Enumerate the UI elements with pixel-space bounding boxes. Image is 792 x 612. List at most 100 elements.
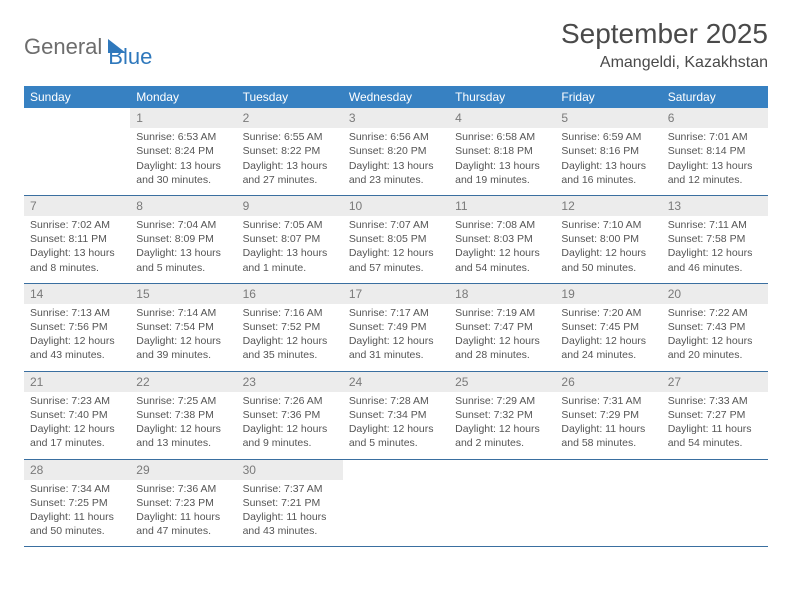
daylight-text: Daylight: 12 hours and 54 minutes. [455,246,549,274]
sunset-text: Sunset: 7:40 PM [30,408,124,422]
day-number: 15 [130,284,236,304]
sunrise-text: Sunrise: 7:25 AM [136,394,230,408]
day-cell: 26Sunrise: 7:31 AMSunset: 7:29 PMDayligh… [555,371,661,459]
daylight-text: Daylight: 12 hours and 2 minutes. [455,422,549,450]
day-cell: 3Sunrise: 6:56 AMSunset: 8:20 PMDaylight… [343,108,449,195]
sunset-text: Sunset: 8:16 PM [561,144,655,158]
sunset-text: Sunset: 7:45 PM [561,320,655,334]
day-number: 9 [237,196,343,216]
sunrise-text: Sunrise: 7:28 AM [349,394,443,408]
brand-part2: Blue [108,44,152,70]
day-cell: 9Sunrise: 7:05 AMSunset: 8:07 PMDaylight… [237,195,343,283]
brand-part1: General [24,34,102,60]
day-cell: 2 Sunrise: 6:55 AMSunset: 8:22 PMDaylight… [237,108,343,195]
sunrise-text: Sunrise: 7:26 AM [243,394,337,408]
daylight-text: Daylight: 12 hours and 43 minutes. [30,334,124,362]
daylight-text: Daylight: 12 hours and 24 minutes. [561,334,655,362]
daylight-text: Daylight: 12 hours and 28 minutes. [455,334,549,362]
sunset-text: Sunset: 7:43 PM [668,320,762,334]
day-number: 24 [343,372,449,392]
day-number: 29 [130,460,236,480]
daylight-text: Daylight: 13 hours and 19 minutes. [455,159,549,187]
sunrise-text: Sunrise: 7:20 AM [561,306,655,320]
sunrise-text: Sunrise: 7:10 AM [561,218,655,232]
day-number: 12 [555,196,661,216]
sunrise-text: Sunrise: 6:55 AM [243,130,337,144]
day-cell: 6Sunrise: 7:01 AMSunset: 8:14 PMDaylight… [662,108,768,195]
sunrise-text: Sunrise: 6:58 AM [455,130,549,144]
sunset-text: Sunset: 8:03 PM [455,232,549,246]
day-number: 10 [343,196,449,216]
daylight-text: Daylight: 11 hours and 54 minutes. [668,422,762,450]
day-cell: 11Sunrise: 7:08 AMSunset: 8:03 PMDayligh… [449,195,555,283]
sunrise-text: Sunrise: 7:16 AM [243,306,337,320]
day-cell: 8Sunrise: 7:04 AMSunset: 8:09 PMDaylight… [130,195,236,283]
day-number: 23 [237,372,343,392]
daylight-text: Daylight: 12 hours and 57 minutes. [349,246,443,274]
day-number: 27 [662,372,768,392]
daylight-text: Daylight: 13 hours and 12 minutes. [668,159,762,187]
day-cell: 21Sunrise: 7:23 AMSunset: 7:40 PMDayligh… [24,371,130,459]
day-number: 5 [555,108,661,128]
sunset-text: Sunset: 7:27 PM [668,408,762,422]
header-row: General Blue September 2025 Amangeldi, K… [24,18,768,72]
daylight-text: Daylight: 12 hours and 50 minutes. [561,246,655,274]
sunrise-text: Sunrise: 7:22 AM [668,306,762,320]
sunset-text: Sunset: 7:29 PM [561,408,655,422]
location: Amangeldi, Kazakhstan [561,54,768,72]
week-row: 21Sunrise: 7:23 AMSunset: 7:40 PMDayligh… [24,371,768,459]
daylight-text: Daylight: 12 hours and 20 minutes. [668,334,762,362]
sunset-text: Sunset: 8:00 PM [561,232,655,246]
daylight-text: Daylight: 13 hours and 23 minutes. [349,159,443,187]
day-number: 21 [24,372,130,392]
daylight-text: Daylight: 13 hours and 1 minute. [243,246,337,274]
day-cell [343,459,449,547]
sunset-text: Sunset: 7:21 PM [243,496,337,510]
day-number: 2 [237,108,343,128]
sunrise-text: Sunrise: 7:05 AM [243,218,337,232]
day-number: 22 [130,372,236,392]
sunset-text: Sunset: 8:05 PM [349,232,443,246]
daylight-text: Daylight: 11 hours and 58 minutes. [561,422,655,450]
day-cell: 18Sunrise: 7:19 AMSunset: 7:47 PMDayligh… [449,283,555,371]
day-cell: 20Sunrise: 7:22 AMSunset: 7:43 PMDayligh… [662,283,768,371]
day-cell [24,108,130,195]
sunset-text: Sunset: 8:18 PM [455,144,549,158]
day-cell [555,459,661,547]
day-cell: 17Sunrise: 7:17 AMSunset: 7:49 PMDayligh… [343,283,449,371]
sunset-text: Sunset: 8:20 PM [349,144,443,158]
daylight-text: Daylight: 11 hours and 43 minutes. [243,510,337,538]
sunset-text: Sunset: 7:49 PM [349,320,443,334]
sunrise-text: Sunrise: 7:13 AM [30,306,124,320]
day-number: 7 [24,196,130,216]
sunset-text: Sunset: 7:54 PM [136,320,230,334]
daylight-text: Daylight: 13 hours and 8 minutes. [30,246,124,274]
daylight-text: Daylight: 13 hours and 27 minutes. [243,159,337,187]
day-cell: 4 Sunrise: 6:58 AMSunset: 8:18 PMDaylight… [449,108,555,195]
day-cell: 30Sunrise: 7:37 AMSunset: 7:21 PMDayligh… [237,459,343,547]
day-number: 28 [24,460,130,480]
sunset-text: Sunset: 7:34 PM [349,408,443,422]
sunrise-text: Sunrise: 7:02 AM [30,218,124,232]
dayname-thu: Thursday [449,86,555,108]
day-number: 17 [343,284,449,304]
daylight-text: Daylight: 11 hours and 47 minutes. [136,510,230,538]
daylight-text: Daylight: 12 hours and 46 minutes. [668,246,762,274]
sunset-text: Sunset: 7:32 PM [455,408,549,422]
day-number: 6 [662,108,768,128]
day-cell: 13Sunrise: 7:11 AMSunset: 7:58 PMDayligh… [662,195,768,283]
day-cell: 10Sunrise: 7:07 AMSunset: 8:05 PMDayligh… [343,195,449,283]
sunrise-text: Sunrise: 7:33 AM [668,394,762,408]
sunset-text: Sunset: 7:56 PM [30,320,124,334]
sunset-text: Sunset: 8:22 PM [243,144,337,158]
dayname-mon: Monday [130,86,236,108]
day-number: 4 [449,108,555,128]
day-cell: 27 Sunrise: 7:33 AMSunset: 7:27 PMDayligh… [662,371,768,459]
sunrise-text: Sunrise: 7:08 AM [455,218,549,232]
calendar-body: 1Sunrise: 6:53 AMSunset: 8:24 PMDaylight… [24,108,768,547]
daylight-text: Daylight: 13 hours and 5 minutes. [136,246,230,274]
day-cell: 28Sunrise: 7:34 AMSunset: 7:25 PMDayligh… [24,459,130,547]
day-cell: 1Sunrise: 6:53 AMSunset: 8:24 PMDaylight… [130,108,236,195]
sunset-text: Sunset: 8:14 PM [668,144,762,158]
week-row: 1Sunrise: 6:53 AMSunset: 8:24 PMDaylight… [24,108,768,195]
